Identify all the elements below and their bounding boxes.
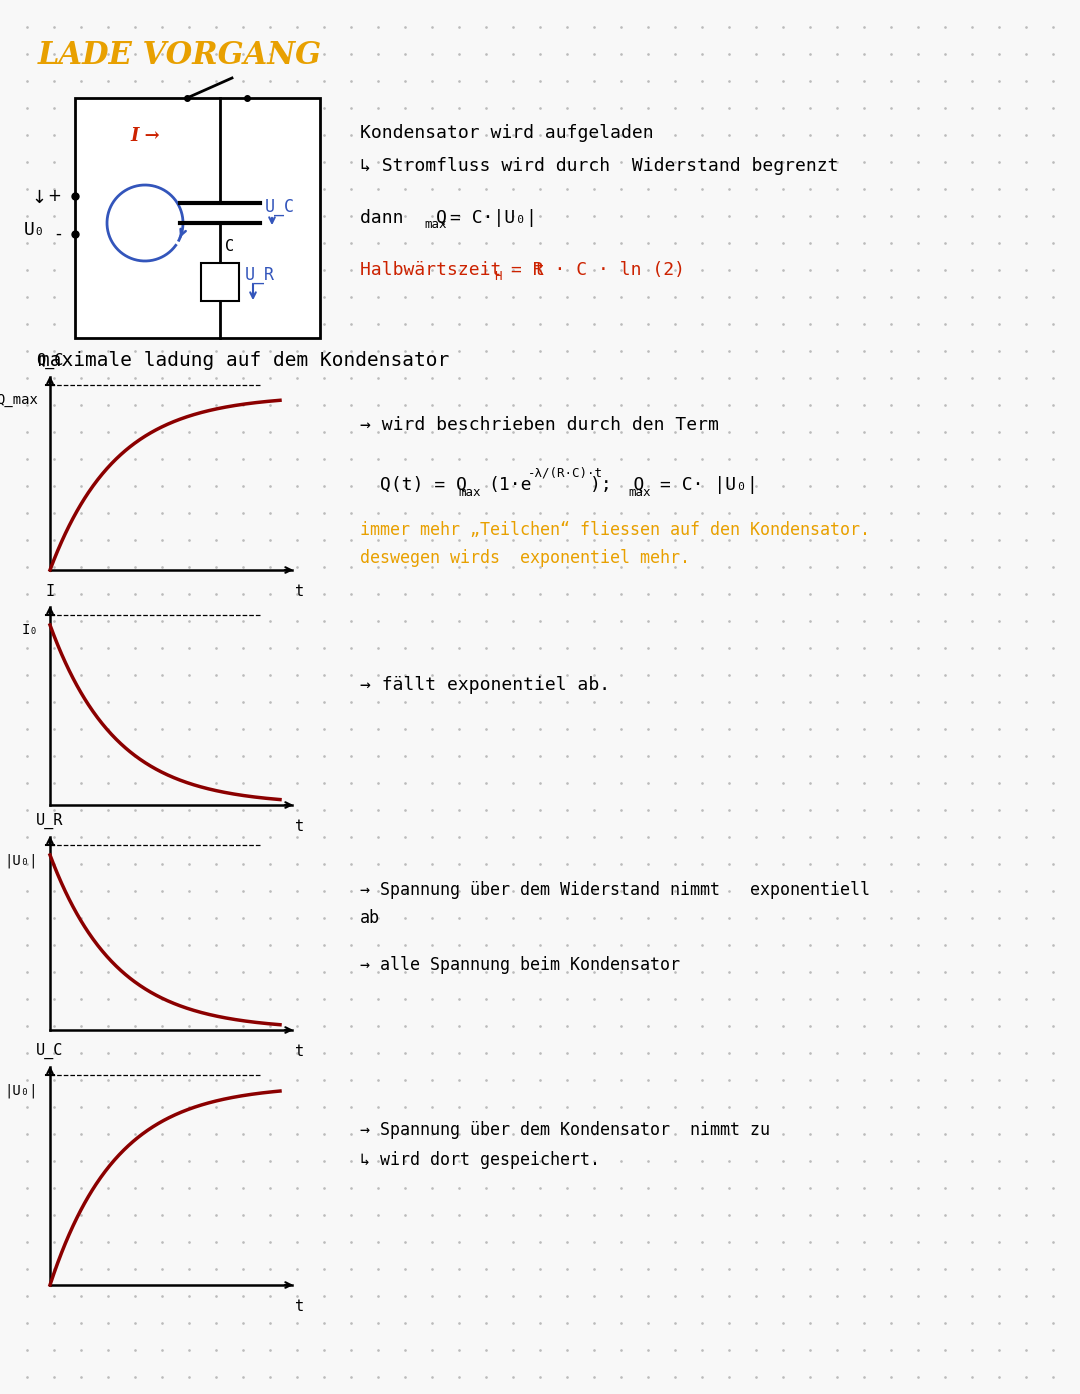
Text: t: t (296, 1044, 305, 1059)
Text: I: I (45, 584, 55, 599)
Text: = C· |U₀|: = C· |U₀| (660, 475, 758, 493)
Text: = R · C · ln (2): = R · C · ln (2) (511, 261, 685, 279)
Text: +: + (48, 187, 60, 205)
Text: LADE VORGANG: LADE VORGANG (38, 39, 322, 71)
Text: (1·e: (1·e (488, 475, 531, 493)
Text: U_R: U_R (245, 266, 275, 284)
Text: Halbwärtszeit   t: Halbwärtszeit t (360, 261, 545, 279)
Text: → Spannung über dem Kondensator  nimmt zu: → Spannung über dem Kondensator nimmt zu (360, 1121, 770, 1139)
Text: -: - (55, 224, 60, 243)
Text: U_C: U_C (265, 198, 295, 216)
Text: |U₀|: |U₀| (4, 1083, 38, 1097)
Text: → Spannung über dem Widerstand nimmt   exponentiell: → Spannung über dem Widerstand nimmt exp… (360, 881, 870, 899)
Bar (201, 263, 239, 301)
Text: t: t (296, 1299, 305, 1315)
Text: → alle Spannung beim Kondensator: → alle Spannung beim Kondensator (360, 956, 680, 974)
Text: t: t (296, 820, 305, 834)
Text: U_C: U_C (37, 1043, 64, 1059)
Text: U_R: U_R (37, 813, 64, 829)
Text: |U₀|: |U₀| (4, 853, 38, 867)
Text: C: C (225, 238, 234, 254)
Text: ↓: ↓ (31, 190, 46, 206)
Text: H: H (495, 269, 502, 283)
Text: max: max (627, 485, 650, 499)
Text: ↳ wird dort gespeichert.: ↳ wird dort gespeichert. (360, 1151, 600, 1170)
Text: t: t (296, 584, 305, 599)
Text: I →: I → (130, 127, 160, 145)
Text: );  Q: ); Q (590, 475, 645, 493)
Text: maximale ladung auf dem Kondensator: maximale ladung auf dem Kondensator (38, 350, 449, 369)
Text: Q_max: Q_max (0, 393, 38, 407)
Text: ↳ Stromfluss wird durch  Widerstand begrenzt: ↳ Stromfluss wird durch Widerstand begre… (360, 158, 838, 176)
Text: dann   Q: dann Q (360, 209, 447, 227)
Text: -λ/(R·C)·t: -λ/(R·C)·t (528, 467, 603, 480)
Text: deswegen wirds  exponentiel mehr.: deswegen wirds exponentiel mehr. (360, 549, 690, 567)
Text: max: max (458, 485, 481, 499)
Bar (75, 98, 320, 337)
Text: immer mehr „Teilchen“ fliessen auf den Kondensator.: immer mehr „Teilchen“ fliessen auf den K… (360, 521, 870, 539)
Text: max: max (424, 219, 447, 231)
Text: U₀: U₀ (24, 222, 45, 238)
Text: → fällt exponentiel ab.: → fällt exponentiel ab. (360, 676, 610, 694)
Text: ab: ab (360, 909, 380, 927)
Text: Kondensator wird aufgeladen: Kondensator wird aufgeladen (360, 124, 653, 142)
Text: Q_C: Q_C (37, 353, 64, 369)
Text: = C·|U₀|: = C·|U₀| (450, 209, 538, 227)
Text: Q(t) = Q: Q(t) = Q (380, 475, 467, 493)
Text: I₀: I₀ (22, 623, 38, 637)
Text: → wird beschrieben durch den Term: → wird beschrieben durch den Term (360, 415, 719, 434)
